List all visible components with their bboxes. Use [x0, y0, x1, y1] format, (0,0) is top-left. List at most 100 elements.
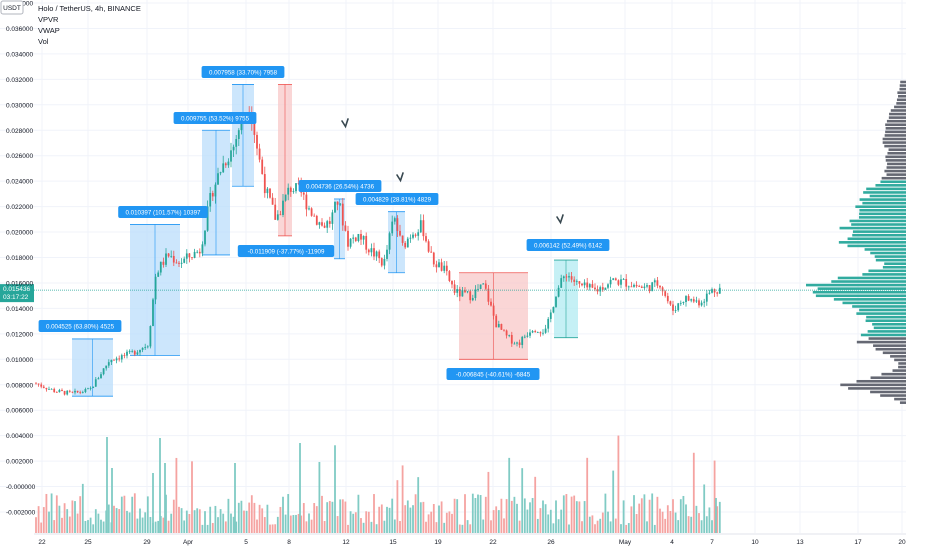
candle — [643, 283, 646, 290]
vpvr-row — [890, 109, 906, 112]
candle — [209, 186, 212, 212]
volume-bar — [666, 505, 669, 533]
arrow-down-icon[interactable] — [556, 214, 564, 225]
volume-bar — [614, 518, 617, 533]
candle — [375, 250, 378, 261]
measure-label[interactable]: 0.004829 (28.81%) 4829 — [355, 193, 439, 205]
candle — [157, 270, 160, 277]
volume-bar — [479, 495, 482, 533]
volume-bar — [487, 471, 490, 533]
vpvr-row — [840, 383, 906, 387]
candle — [646, 283, 648, 289]
candle — [601, 282, 604, 292]
price-axis[interactable]: 0.0380000.0360000.0340000.0320000.030000… — [0, 0, 36, 517]
candle — [614, 277, 617, 281]
candle — [170, 250, 173, 258]
candle — [542, 329, 544, 336]
candle — [698, 298, 700, 308]
volume-bar — [230, 513, 232, 533]
vpvr-row — [806, 283, 906, 287]
volume-bar — [341, 499, 344, 533]
candle — [404, 240, 407, 250]
candle — [604, 287, 607, 290]
currency-badge-label: USDT — [3, 5, 21, 12]
candle — [523, 334, 526, 339]
measure-label[interactable]: 0.010397 (101.57%) 10397 — [118, 206, 208, 218]
volume-bar — [111, 468, 113, 533]
vpvr-row — [817, 287, 906, 290]
volume-bar — [630, 506, 633, 533]
candle — [386, 244, 388, 262]
measure-label-text: 0.010397 (101.57%) 10397 — [126, 209, 202, 216]
candle — [81, 390, 84, 394]
arrow-down-icon[interactable] — [396, 172, 404, 183]
time-axis[interactable]: 22 25 29 Apr 5 8 12 15 19 22 26 May 4 7 10 13 17 20 — [34, 533, 906, 546]
volume-bar — [445, 512, 448, 533]
volume-bar — [170, 513, 173, 533]
indicator-vpvr[interactable]: VPVR — [38, 15, 59, 24]
indicator-vol[interactable]: Vol — [38, 37, 49, 46]
volume-bar — [336, 516, 339, 533]
volume-bar — [287, 494, 290, 533]
candle — [146, 345, 149, 349]
volume-bar — [383, 520, 386, 533]
volume-bar — [224, 521, 227, 533]
candle — [172, 250, 175, 267]
volume-bar — [620, 524, 622, 533]
arrow-down-icon[interactable] — [341, 118, 349, 129]
volume-bar — [271, 524, 274, 533]
volume-bar — [133, 493, 136, 533]
vpvr-row — [885, 155, 906, 159]
candle — [326, 219, 329, 233]
candle — [211, 190, 214, 202]
volume-bar — [276, 516, 279, 533]
measure-label[interactable]: 0.009755 (53.52%) 9755 — [173, 112, 257, 124]
vpvr-row — [852, 230, 906, 233]
candle — [544, 324, 547, 334]
candle — [445, 261, 448, 276]
volume-bar — [653, 524, 656, 533]
indicator-vwap[interactable]: VWAP — [38, 26, 60, 35]
candle — [594, 283, 596, 292]
currency-badge[interactable]: USDT — [0, 0, 24, 15]
volume-bar — [222, 513, 225, 533]
volume-bar — [648, 499, 651, 533]
vpvr-row — [856, 340, 906, 344]
vpvr-row — [892, 369, 906, 372]
candle — [666, 292, 669, 304]
measure-label[interactable]: -0.006845 (-40.61%) -6845 — [446, 368, 540, 380]
candle — [365, 232, 368, 254]
candle — [682, 301, 685, 305]
volume-bar — [302, 503, 305, 533]
candle — [159, 261, 162, 276]
candle — [516, 341, 518, 347]
measure-label[interactable]: 0.004736 (26.54%) 4736 — [298, 180, 382, 192]
vpvr-row — [842, 301, 906, 305]
candle — [513, 341, 516, 345]
candle — [588, 283, 591, 291]
measure-label[interactable]: 0.007958 (33.70%) 7958 — [201, 66, 285, 78]
volume-bar — [427, 514, 430, 533]
candle — [188, 252, 191, 263]
vpvr-row — [859, 208, 906, 212]
measure-label[interactable]: -0.011909 (-37.77%) -11909 — [237, 245, 335, 257]
price-tick: -0.002000 — [6, 510, 36, 517]
candle — [370, 243, 373, 257]
vpvr-row — [882, 351, 906, 355]
volume-bar — [549, 509, 552, 533]
candle — [144, 343, 147, 350]
vpvr-row — [872, 322, 906, 326]
volume-bar — [211, 522, 214, 533]
volume-bar — [453, 498, 456, 533]
vpvr-row — [896, 102, 906, 105]
candle — [406, 236, 409, 248]
volume-bar — [687, 516, 690, 533]
measure-label[interactable]: 0.004525 (63.80%) 4525 — [38, 320, 122, 332]
vpvr-row — [862, 201, 906, 205]
price-tick: 0.030000 — [6, 102, 33, 109]
volume-bar — [640, 498, 643, 533]
candle — [328, 216, 331, 228]
measure-label[interactable]: 0.006142 (52.49%) 6142 — [526, 239, 610, 251]
